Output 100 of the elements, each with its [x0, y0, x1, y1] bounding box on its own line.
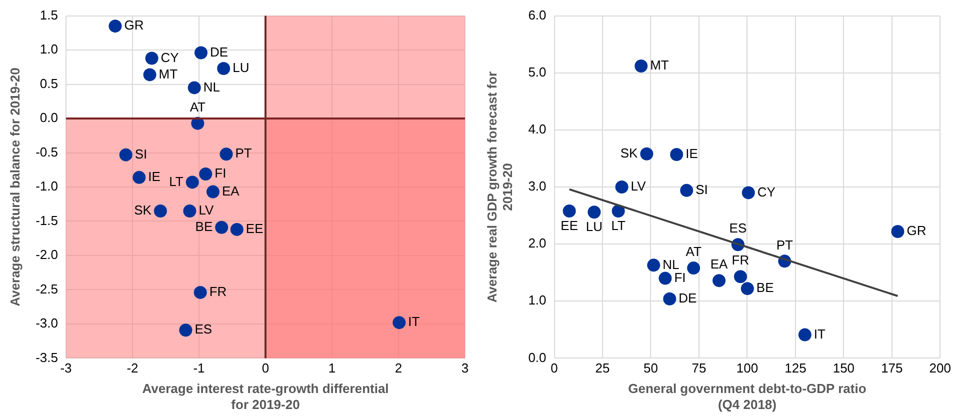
point — [143, 68, 156, 82]
x-tick-label: 150 — [832, 360, 855, 376]
x-axis-title: General government debt-to-GDP ratio (Q4 2018) — [628, 381, 866, 412]
y-tick-label: 0.0 — [40, 110, 58, 126]
annotation: SK — [134, 202, 152, 218]
point — [712, 274, 726, 288]
annotation: MT — [158, 66, 178, 82]
point — [634, 60, 648, 73]
point — [132, 170, 146, 184]
x-tick-label: 25 — [595, 360, 610, 376]
x-tick-label: 50 — [644, 360, 658, 376]
y-tick-label: 3.0 — [528, 178, 546, 194]
x-tick-label: -1 — [193, 360, 205, 376]
annotation: MT — [650, 58, 669, 73]
annotation: AT — [686, 244, 702, 260]
annotation: NL — [662, 256, 680, 272]
point — [742, 186, 755, 200]
y-tick-label: 1.0 — [528, 292, 546, 308]
annotation: PT — [776, 237, 794, 252]
annotation: IT — [814, 326, 826, 342]
point — [179, 324, 192, 337]
x-axis-title: Average interest rate-growth differential for 2019-20 — [142, 381, 389, 412]
x-tick-label: 0 — [262, 360, 270, 376]
annotation: SI — [696, 182, 708, 197]
y-tick-label: 0.5 — [40, 76, 58, 91]
point — [647, 258, 660, 272]
point — [194, 286, 207, 299]
point — [154, 204, 167, 218]
x-tick-label: 3 — [461, 360, 469, 376]
annotation: LV — [198, 202, 214, 218]
x-tick-label: 0 — [550, 360, 558, 376]
annotation: ES — [729, 220, 747, 236]
annotation: EA — [710, 256, 728, 272]
annotation: IE — [686, 146, 698, 162]
annotation: EE — [246, 221, 264, 236]
x-tick-label: 175 — [881, 360, 903, 376]
annotation: LU — [586, 219, 603, 234]
annotation: DE — [210, 44, 228, 60]
point — [658, 272, 672, 285]
annotation: ES — [194, 322, 212, 337]
point — [734, 270, 747, 284]
point — [687, 262, 700, 275]
y-tick-label: -1.0 — [36, 178, 58, 194]
x-tick-label: 1 — [328, 360, 336, 376]
y-tick-label: -2.0 — [36, 247, 58, 262]
point — [217, 62, 230, 76]
point — [798, 328, 812, 342]
point — [145, 52, 158, 65]
annotation: IT — [408, 314, 420, 330]
annotation: NL — [203, 79, 220, 94]
annotation: LT — [611, 218, 626, 234]
point — [670, 148, 684, 161]
point — [740, 282, 754, 296]
annotation: FR — [209, 284, 227, 300]
y-tick-label: -2.5 — [36, 281, 58, 296]
annotation: PT — [235, 146, 252, 161]
y-axis-title: Average real GDP growth forecast for 2019-20 — [484, 71, 515, 303]
y-tick-label: 0.0 — [528, 350, 546, 365]
annotation: LU — [232, 60, 250, 76]
point — [220, 148, 233, 161]
y-tick-label: -1.5 — [36, 212, 58, 228]
annotation: SI — [134, 146, 148, 162]
point — [615, 180, 628, 194]
y-tick-label: 1.5 — [40, 7, 58, 22]
point — [392, 316, 406, 330]
x-tick-label: 125 — [784, 360, 806, 376]
annotation: BE — [756, 280, 774, 296]
y-tick-label: -0.5 — [36, 144, 58, 160]
point — [183, 204, 196, 218]
point — [663, 292, 676, 306]
x-tick-label: 100 — [736, 360, 758, 376]
point — [108, 20, 122, 33]
x-tick-label: 2 — [394, 360, 402, 376]
point — [206, 185, 220, 198]
annotation: EE — [560, 218, 578, 234]
point — [891, 225, 904, 238]
y-tick-label: -3.0 — [36, 316, 58, 331]
y-tick-label: 5.0 — [528, 64, 546, 80]
y-tick-label: 4.0 — [528, 122, 546, 137]
annotation: LT — [169, 174, 184, 189]
annotation: FR — [732, 252, 750, 268]
point — [119, 148, 132, 162]
y-tick-label: 1.0 — [40, 42, 58, 57]
x-tick-label: -3 — [60, 360, 72, 376]
x-tick-label: 75 — [692, 360, 706, 376]
y-tick-label: -3.5 — [36, 350, 58, 365]
annotation: CY — [757, 184, 776, 200]
annotation: CY — [160, 50, 180, 65]
point — [194, 46, 208, 60]
annotation: GR — [906, 223, 926, 238]
y-tick-label: 6.0 — [528, 7, 546, 22]
point — [562, 204, 576, 218]
annotation: DE — [678, 290, 698, 306]
annotation: GR — [124, 18, 144, 33]
annotation: BE — [195, 218, 213, 234]
annotation: IE — [148, 168, 161, 184]
annotation: SK — [620, 145, 638, 160]
point — [680, 184, 694, 197]
point — [188, 81, 201, 94]
annotation: FI — [214, 166, 226, 181]
